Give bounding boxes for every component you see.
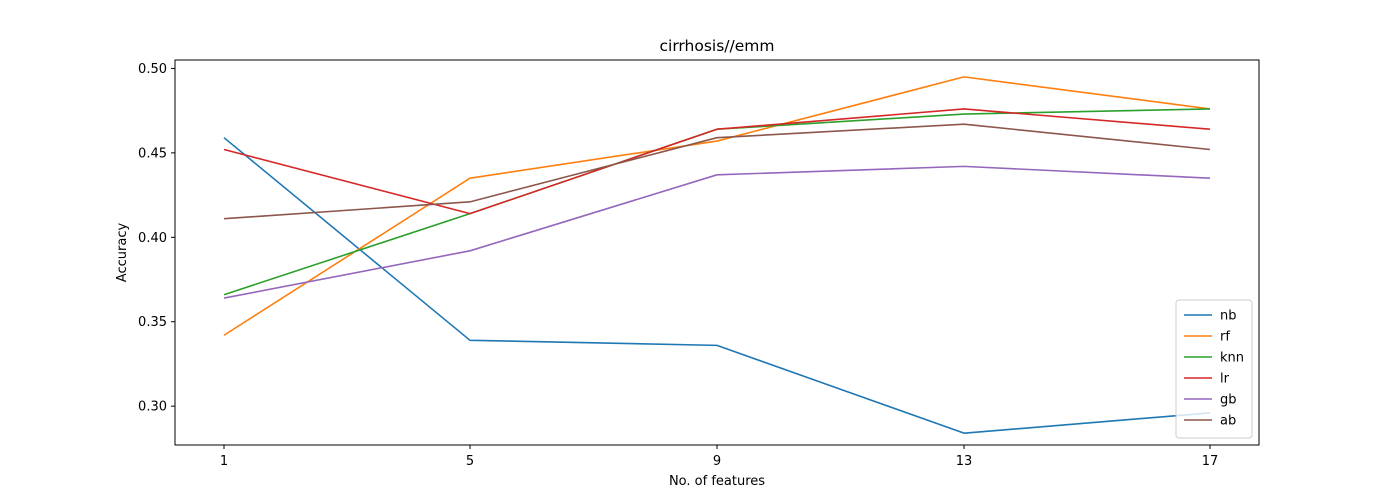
x-axis-ticks: 1 5 9 13 17 xyxy=(220,445,1218,469)
y-axis-title: Accuracy xyxy=(115,223,130,283)
x-axis-title: No. of features xyxy=(669,474,765,489)
x-tick-label: 17 xyxy=(1202,454,1219,469)
y-axis-ticks: 0.30 0.35 0.40 0.45 0.50 xyxy=(138,62,175,415)
series-lines xyxy=(223,76,1211,434)
x-tick-label: 9 xyxy=(713,454,721,469)
y-tick-label: 0.30 xyxy=(138,400,167,415)
series-line-nb xyxy=(223,137,1211,434)
y-tick-label: 0.35 xyxy=(138,315,167,330)
chart-title: cirrhosis//emm xyxy=(660,37,775,55)
legend: nb rf knn lr gb ab xyxy=(1175,299,1253,439)
series-line-rf xyxy=(223,76,1211,336)
y-tick-label: 0.40 xyxy=(138,231,167,246)
legend-label-gb: gb xyxy=(1220,393,1237,408)
legend-label-ab: ab xyxy=(1220,414,1236,429)
series-line-gb xyxy=(223,165,1211,299)
series-line-ab xyxy=(223,123,1211,220)
legend-label-knn: knn xyxy=(1220,351,1244,366)
y-tick-label: 0.45 xyxy=(138,146,167,161)
legend-label-rf: rf xyxy=(1220,330,1230,345)
legend-label-nb: nb xyxy=(1220,309,1237,324)
x-tick-label: 1 xyxy=(220,454,228,469)
legend-label-lr: lr xyxy=(1220,372,1230,387)
legend-box xyxy=(1175,299,1253,439)
x-tick-label: 13 xyxy=(956,454,973,469)
y-tick-label: 0.50 xyxy=(138,62,167,77)
x-tick-label: 5 xyxy=(466,454,474,469)
series-line-lr xyxy=(223,108,1211,215)
